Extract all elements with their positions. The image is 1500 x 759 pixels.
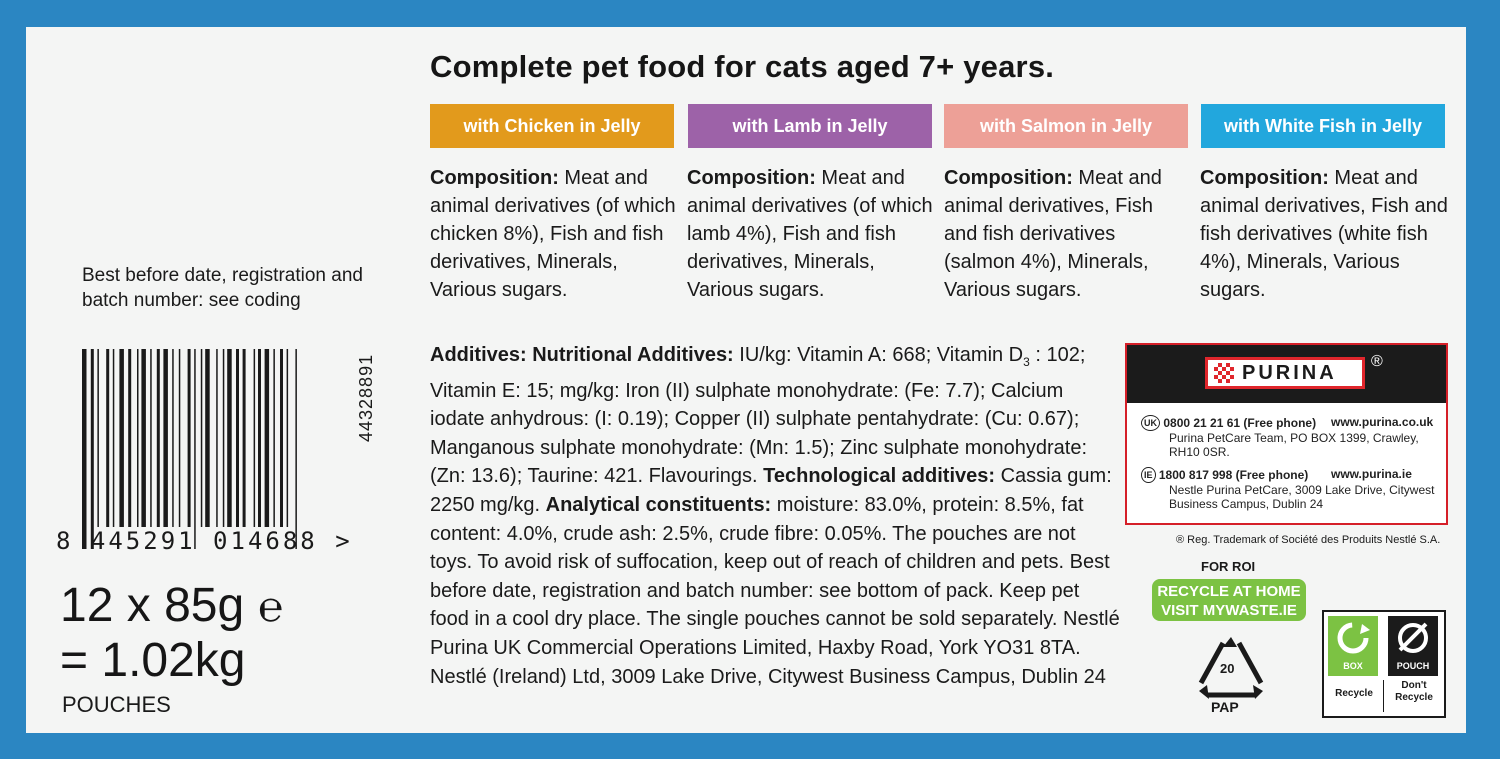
weight-line-1: 12 x 85g [60,579,245,632]
contact-uk: UK 0800 21 21 61 (Free phone) www.purina… [1141,415,1441,459]
variant-whitefish-banner: with White Fish in Jelly [1201,104,1445,148]
checkerboard-icon [1214,363,1234,383]
ie-phone: 1800 817 998 (Free phone) [1158,468,1309,482]
purina-logo: PURINA [1205,357,1365,389]
pap-number: 20 [1220,661,1235,676]
barcode-bar [112,349,115,527]
pouches-label: POUCHES [62,692,171,717]
composition-whitefish: Composition: Meat and animal derivatives… [1200,167,1448,301]
pack-panel: Complete pet food for cats aged 7+ years… [26,27,1466,733]
barcode-bar [106,349,110,527]
recycle-arrows-icon [1337,622,1370,654]
additives-text: Additives: Nutritional Additives: IU/kg:… [430,344,1120,688]
net-weight: 12 x 85g ℮ = 1.02kg [60,579,283,688]
variant-lamb-banner: with Lamb in Jelly [688,104,932,148]
uk-phone: 0800 21 21 61 (Free phone) [1163,416,1317,430]
barcode-bar [222,349,225,527]
registered-icon: ® [1371,353,1383,370]
barcode-bar [97,349,99,527]
for-roi-label: FOR ROI [1201,559,1256,574]
barcode-bar [172,349,174,527]
purina-header: PURINA ® [1127,345,1446,403]
barcode-bar [128,349,132,527]
barcode-bar [236,349,239,527]
barcode-bar [194,349,196,549]
barcode-bar [82,349,87,549]
ie-website-link[interactable]: www.purina.ie [1331,467,1412,481]
pap-label: PAP [1211,699,1239,715]
composition-lamb: Composition: Meat and animal derivatives… [687,167,933,301]
ie-address: Nestle Purina PetCare, 3009 Lake Drive, … [1169,483,1435,511]
barcode-bar [187,349,191,527]
box-recycle-cell: BOX [1328,616,1378,676]
barcode-bar [119,349,124,527]
contact-ie: IE 1800 817 998 (Free phone) www.purina.… [1141,467,1441,511]
barcode-bar [156,349,160,527]
barcode-rotated-code: 44328891 [356,353,376,442]
recycle-guide-box: BOX POUCH Recycle Don't Recycle [1322,610,1446,718]
variant-salmon-banner: with Salmon in Jelly [944,104,1188,148]
barcode-bar [273,349,275,527]
barcode-bar [258,349,261,527]
uk-website-link[interactable]: www.purina.co.uk [1331,415,1434,429]
barcode-bar [163,349,168,527]
variant-chicken-banner: with Chicken in Jelly [430,104,674,148]
barcode-bar [286,349,289,527]
barcode-bar [141,349,146,527]
uk-address: Purina PetCare Team, PO BOX 1399, Crawle… [1169,431,1419,459]
barcode-bar [216,349,218,527]
barcode-digits: 8 445291 014688 > [56,527,353,555]
pouch-dont-recycle-cell: POUCH [1388,616,1438,676]
product-title: Complete pet food for cats aged 7+ years… [430,49,1055,84]
best-before-note: Best before date, registration and batch… [82,265,363,311]
divider [1383,680,1384,712]
barcode-bar [253,349,256,527]
barcode-bar [227,349,232,527]
composition-chicken: Composition: Meat and animal derivatives… [430,167,676,301]
barcode [82,349,297,549]
barcode-bar [295,349,297,549]
barcode-bar [200,349,203,527]
barcode-bar [90,349,94,549]
composition-salmon: Composition: Meat and animal derivatives… [944,167,1162,301]
weight-line-2: = 1.02kg [60,634,246,687]
uk-badge: UK [1141,415,1160,431]
pouch-instruction: Don't Recycle [1395,680,1433,703]
recycle-at-home-badge: RECYCLE AT HOME VISIT MYWASTE.IE [1152,579,1306,621]
barcode-bar [150,349,152,527]
estimated-sign-icon: ℮ [258,583,284,630]
barcode-bar [264,349,270,527]
barcode-bar [242,349,246,527]
barcode-bar [205,349,210,527]
trademark-note: ® Reg. Trademark of Société des Produits… [1176,534,1441,546]
box-instruction: Recycle [1335,688,1373,699]
barcode-bar [280,349,283,527]
barcode-bar [178,349,181,527]
ie-badge: IE [1141,467,1156,483]
purina-contact-box: PURINA ® UK 0800 21 21 61 (Free phone) w… [1125,343,1448,525]
barcode-bar [137,349,139,527]
recycling-triangle-icon [1198,637,1264,699]
no-recycle-icon [1398,622,1428,653]
